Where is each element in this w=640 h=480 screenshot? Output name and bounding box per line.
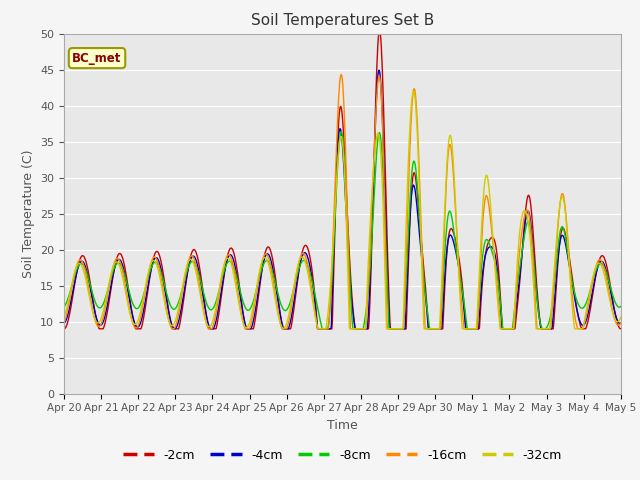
Legend: -2cm, -4cm, -8cm, -16cm, -32cm: -2cm, -4cm, -8cm, -16cm, -32cm [118,444,567,467]
Y-axis label: Soil Temperature (C): Soil Temperature (C) [22,149,35,278]
Title: Soil Temperatures Set B: Soil Temperatures Set B [251,13,434,28]
X-axis label: Time: Time [327,419,358,432]
Text: BC_met: BC_met [72,51,122,65]
